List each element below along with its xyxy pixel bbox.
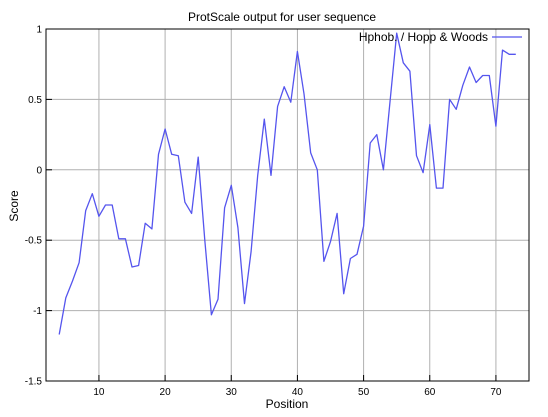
chart-title: ProtScale output for user sequence <box>188 10 376 24</box>
x-tick-label: 70 <box>490 387 502 398</box>
y-tick-label: 0.5 <box>28 95 42 106</box>
y-tick-label: -0.5 <box>25 236 43 247</box>
legend-label: Hphob. / Hopp & Woods <box>359 30 488 44</box>
x-tick-label: 50 <box>358 387 370 398</box>
y-tick-label: -1 <box>33 306 42 317</box>
y-tick-label: 1 <box>36 25 42 36</box>
grid-lines <box>46 29 529 381</box>
y-tick-label: -1.5 <box>25 377 43 388</box>
x-tick-label: 40 <box>292 387 304 398</box>
y-axis-title: Score <box>7 190 21 222</box>
x-tick-label: 60 <box>424 387 436 398</box>
series-line <box>58 32 516 335</box>
x-tick-label: 10 <box>93 387 105 398</box>
y-tick-label: 0 <box>36 165 42 176</box>
legend: Hphob. / Hopp & Woods <box>359 30 522 44</box>
x-axis-title: Position <box>266 397 309 411</box>
plot-frame <box>45 28 530 382</box>
x-tick-label: 30 <box>226 387 238 398</box>
x-tick-label: 20 <box>160 387 172 398</box>
axis-ticks: 10 20 30 40 50 60 70 -1.5 -1 -0.5 0 0.5 1 <box>25 25 502 399</box>
series-layer <box>58 32 516 335</box>
